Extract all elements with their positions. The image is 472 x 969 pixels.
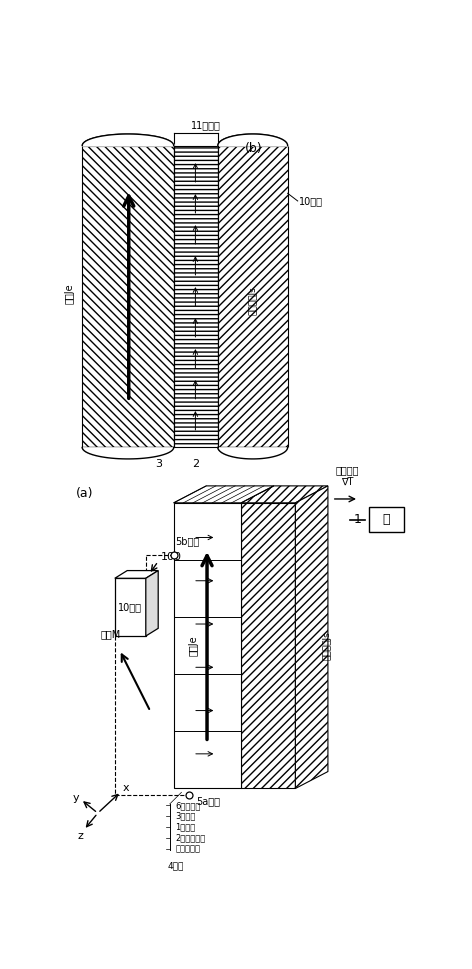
Text: 2非磁性金属: 2非磁性金属 [175, 833, 205, 842]
Text: 3選択層: 3選択層 [175, 812, 195, 821]
Text: z: z [78, 831, 84, 841]
Text: 1磁性体: 1磁性体 [175, 823, 195, 831]
Text: スピン流Js: スピン流Js [248, 287, 257, 316]
Polygon shape [146, 571, 158, 636]
Bar [218, 145, 287, 448]
Polygon shape [241, 485, 328, 503]
Text: 電流Je: 電流Je [188, 635, 198, 656]
Text: 100: 100 [161, 551, 182, 562]
Text: 4基体: 4基体 [168, 861, 184, 870]
Text: 温度勾配
∇T: 温度勾配 ∇T [336, 465, 359, 486]
Text: 2: 2 [192, 459, 199, 469]
Bar [82, 145, 174, 448]
Polygon shape [218, 134, 287, 145]
Polygon shape [174, 503, 241, 789]
Polygon shape [295, 485, 328, 789]
Bar [174, 145, 218, 448]
Polygon shape [82, 134, 174, 145]
Text: 5b端子: 5b端子 [176, 536, 200, 547]
Text: 5a端子: 5a端子 [196, 796, 220, 806]
Text: y: y [73, 793, 79, 802]
Text: x: x [122, 784, 129, 794]
Text: 10熱源: 10熱源 [299, 196, 323, 206]
Text: スピン流Js: スピン流Js [322, 631, 331, 660]
Text: 11発熱部: 11発熱部 [191, 120, 221, 131]
Text: 10負荷: 10負荷 [118, 602, 142, 612]
Bar [115, 578, 146, 636]
Polygon shape [82, 448, 174, 459]
Bar [241, 503, 295, 789]
Text: 6カバー膜: 6カバー膜 [175, 801, 201, 810]
Text: 電流Je: 電流Je [65, 283, 75, 303]
Polygon shape [218, 448, 287, 459]
Text: (b): (b) [245, 142, 262, 155]
Bar [369, 508, 404, 532]
Text: フェライト: フェライト [175, 844, 200, 853]
Text: 磁化M: 磁化M [100, 630, 120, 640]
Polygon shape [174, 485, 274, 503]
Polygon shape [115, 571, 158, 578]
Text: 3: 3 [155, 459, 162, 469]
Text: 1: 1 [354, 514, 361, 526]
Text: (a): (a) [76, 487, 93, 500]
Text: 図: 図 [383, 514, 390, 526]
